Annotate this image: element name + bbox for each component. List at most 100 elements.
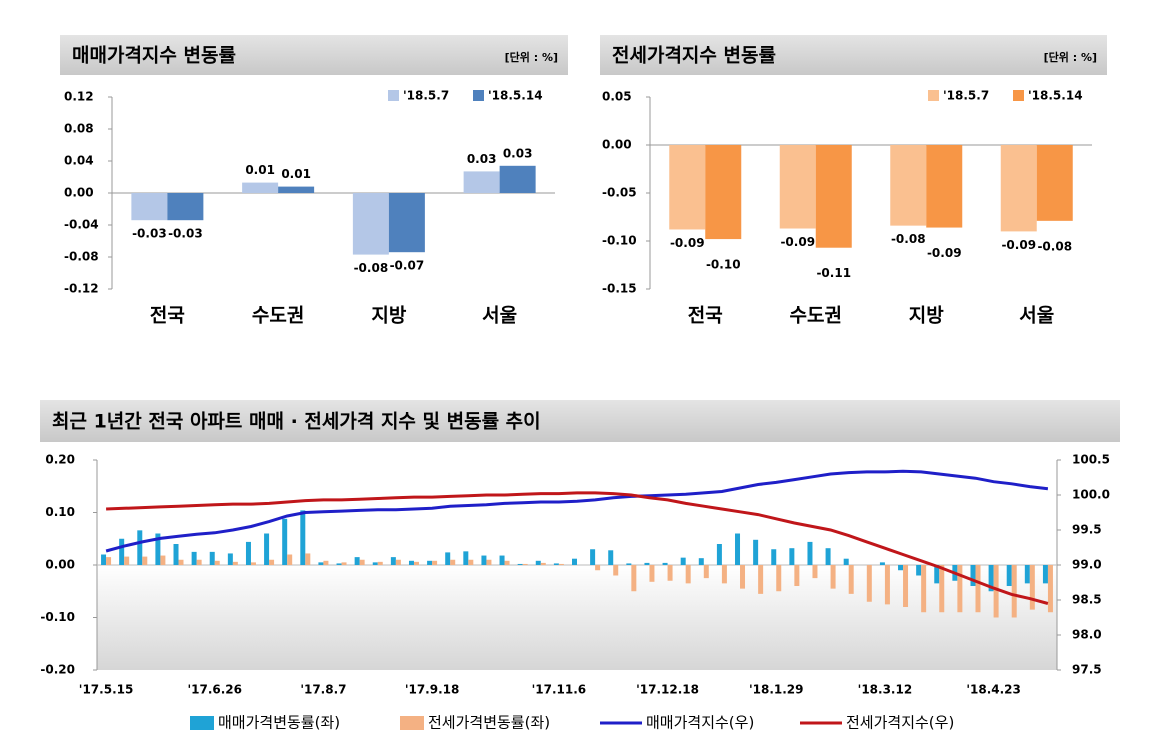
bar [879,562,885,565]
bar [388,193,425,253]
y-tick-label: -0.05 [602,186,637,200]
header-bar [600,35,1107,75]
bar [250,562,256,565]
value-label: -0.09 [670,236,705,250]
bar [486,559,492,565]
value-label: 0.01 [281,167,311,181]
bar [463,171,500,193]
bar [137,530,143,565]
value-label: -0.08 [1037,239,1072,253]
y2-tick-label: 100.5 [1072,453,1110,467]
bar [698,558,704,565]
y-tick-label: 0.05 [602,90,632,104]
bar [758,565,764,594]
bar [771,549,777,565]
bar [242,182,279,193]
bar [287,554,293,565]
unit-label: [단위 : %] [1044,50,1097,64]
x-tick-label: 수도권 [790,305,842,327]
bar [341,562,347,565]
bar [667,565,673,581]
bar [300,510,306,565]
bar [178,559,184,565]
bar [282,518,288,565]
bar [1011,565,1017,618]
bar [278,186,315,193]
bar [807,541,813,565]
bar [669,145,706,230]
y-tick-label: 0.08 [64,122,94,136]
line-series [106,491,1049,605]
bar [884,565,890,605]
value-label: 0.03 [503,146,533,160]
bar [926,145,963,228]
bar [395,559,401,565]
value-label: -0.07 [390,259,425,273]
x-tick-label: '18.1.29 [749,683,804,697]
bar [815,145,852,248]
bar [408,560,414,565]
legend-label: 전세가격변동률(좌) [428,714,550,732]
bar [558,563,564,565]
y2-tick-label: 99.5 [1072,523,1102,537]
bar [753,539,759,565]
bar [993,565,999,618]
x-tick-label: 서울 [482,305,517,327]
bar [1006,565,1012,586]
value-label: -0.09 [780,235,815,249]
legend-swatch [388,90,399,101]
bar [155,533,161,565]
bar [1024,565,1030,584]
bar [101,554,107,565]
bar [119,538,125,565]
bar [779,145,816,229]
bar [432,560,438,565]
legend-label: '18.5.7 [403,89,449,103]
bar [680,557,686,565]
bar [131,193,168,221]
line-series [105,469,1049,553]
bar [776,565,782,592]
bar [794,565,800,586]
bar [740,565,746,589]
bar [939,565,945,613]
legend-label: '18.5.14 [488,89,543,103]
bar [613,565,619,576]
y-tick-label: 0.20 [45,453,75,467]
bar [830,565,836,589]
bar [705,145,742,240]
chart-title: 매매가격지수 변동률 [72,45,236,67]
bar [825,548,831,565]
x-tick-label: 전국 [688,305,723,327]
bar [468,559,474,565]
bar [124,556,130,565]
bar [323,560,329,565]
x-tick-label: '17.5.15 [79,683,134,697]
bar [934,565,940,584]
bar [649,565,655,582]
bar [227,553,233,565]
bar [209,551,215,565]
legend-swatch [473,90,484,101]
bar [595,565,601,571]
y2-tick-label: 98.5 [1072,593,1102,607]
bar [572,558,577,565]
legend-swatch [928,90,939,101]
bar [196,559,202,565]
bar [142,556,148,565]
bar [735,533,741,565]
value-label: 0.03 [467,152,497,166]
legend-label: '18.5.14 [1028,89,1083,103]
y-tick-label: -0.10 [602,234,637,248]
bar [812,565,818,579]
x-tick-label: 서울 [1019,305,1054,327]
bar [644,562,650,565]
legend-label: 매매가격지수(우) [646,714,754,732]
bar [522,563,528,565]
value-label: -0.08 [354,261,389,275]
value-label: -0.11 [816,266,851,280]
y-tick-label: -0.15 [602,282,637,296]
legend-swatch [400,716,424,730]
bar [608,550,614,565]
bar [427,560,433,565]
